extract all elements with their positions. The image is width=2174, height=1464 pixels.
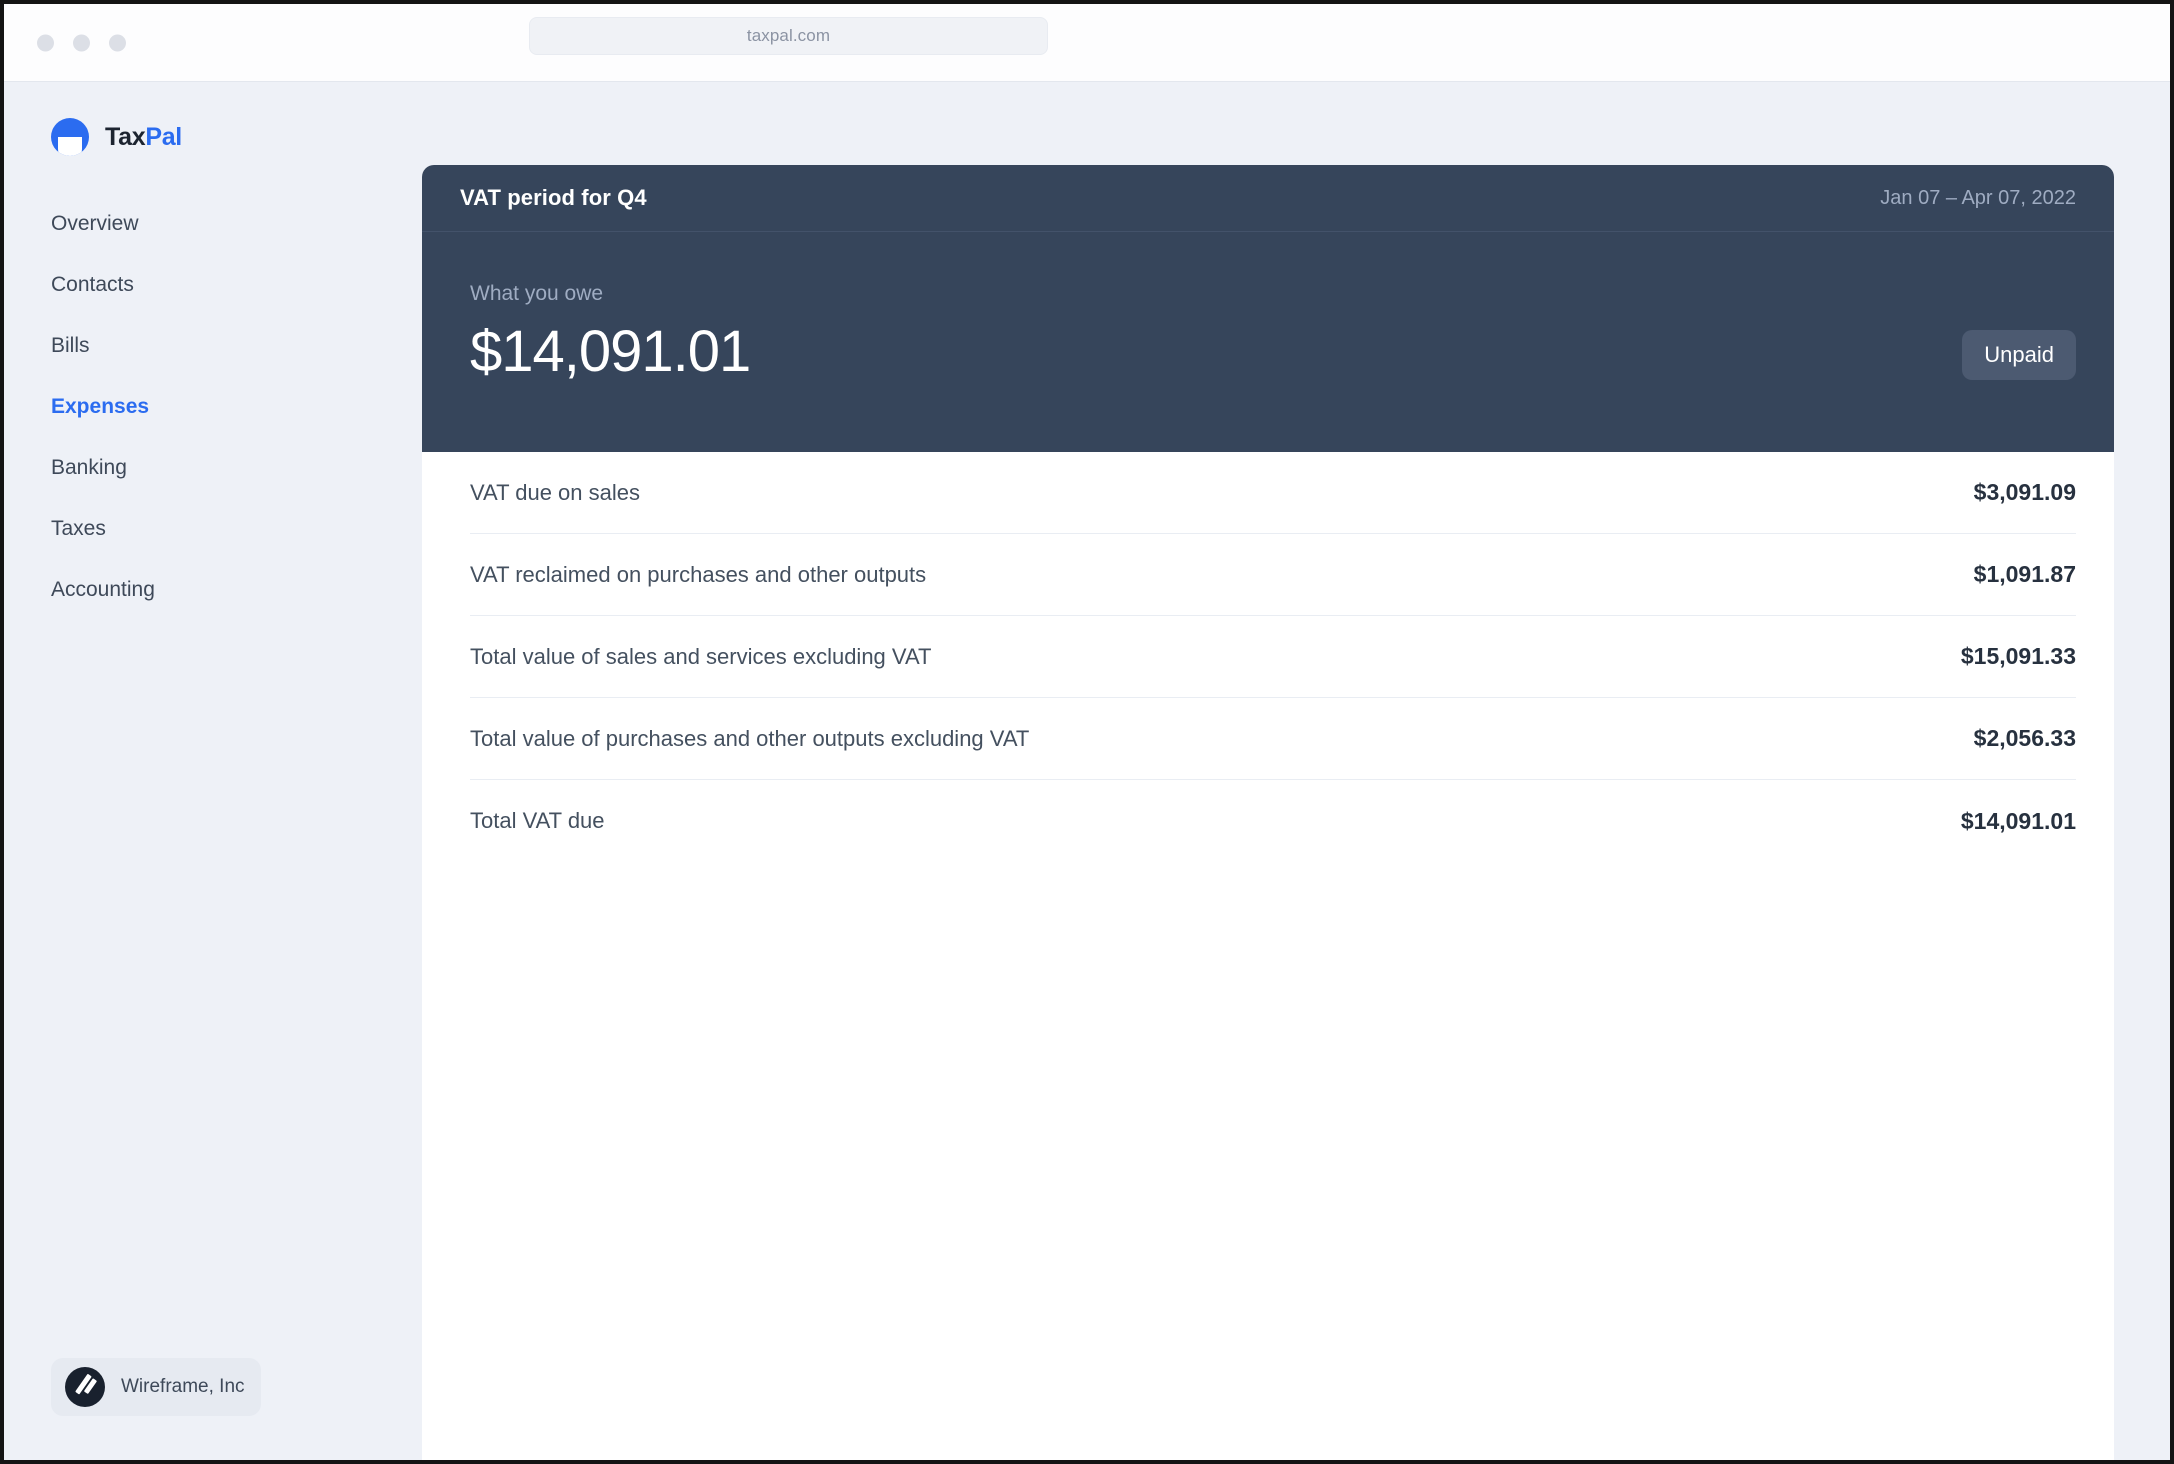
table-row: Total value of sales and services exclud… — [470, 616, 2076, 698]
sidebar-item-taxes[interactable]: Taxes — [51, 517, 106, 540]
table-row: VAT reclaimed on purchases and other out… — [470, 534, 2076, 616]
row-label: VAT due on sales — [470, 479, 640, 505]
amount-owed-value: $14,091.01 — [470, 319, 751, 384]
sidebar-item-expenses[interactable]: Expenses — [51, 395, 150, 418]
org-switcher[interactable]: Wireframe, Inc — [51, 1358, 261, 1416]
brand-name: TaxPal — [105, 123, 182, 152]
row-value: $1,091.87 — [1973, 561, 2076, 587]
sidebar-item-accounting[interactable]: Accounting — [51, 578, 155, 601]
row-label: Total VAT due — [470, 808, 605, 833]
minimize-dot-icon[interactable] — [73, 34, 90, 51]
taxpal-circle-logo-icon — [51, 118, 89, 156]
app-body: TaxPal Overview Contacts Bills Expenses … — [4, 82, 2170, 1460]
sidebar: TaxPal Overview Contacts Bills Expenses … — [4, 82, 422, 1460]
card-dark-section: VAT period for Q4 Jan 07 – Apr 07, 2022 … — [422, 165, 2114, 452]
sidebar-item-bills[interactable]: Bills — [51, 334, 90, 357]
vat-breakdown-list: VAT due on sales $3,091.09 VAT reclaimed… — [422, 452, 2114, 862]
sidebar-item-overview[interactable]: Overview — [51, 212, 139, 235]
sidebar-item-contacts[interactable]: Contacts — [51, 273, 134, 296]
table-row: Total value of purchases and other outpu… — [470, 698, 2076, 780]
org-name-label: Wireframe, Inc — [121, 1376, 245, 1397]
browser-chrome: taxpal.com — [4, 4, 2170, 82]
brand-name-part2: Pal — [145, 122, 182, 151]
sidebar-nav: Overview Contacts Bills Expenses Banking… — [51, 203, 331, 630]
card-header: VAT period for Q4 Jan 07 – Apr 07, 2022 — [422, 165, 2114, 232]
table-row: VAT due on sales $3,091.09 — [470, 452, 2076, 534]
row-label: Total value of sales and services exclud… — [470, 643, 932, 669]
close-dot-icon[interactable] — [37, 34, 54, 51]
maximize-dot-icon[interactable] — [109, 34, 126, 51]
brand-logo[interactable]: TaxPal — [51, 118, 182, 156]
address-bar-text: taxpal.com — [746, 26, 831, 45]
address-bar[interactable]: taxpal.com — [529, 17, 1048, 55]
amount-owed-block: What you owe $14,091.01 Unpaid — [422, 232, 2114, 452]
brand-name-part1: Tax — [105, 122, 146, 151]
row-label: VAT reclaimed on purchases and other out… — [470, 561, 927, 587]
card-title: VAT period for Q4 — [460, 185, 647, 210]
row-label: Total value of purchases and other outpu… — [470, 725, 1030, 751]
card-date-range: Jan 07 – Apr 07, 2022 — [1880, 186, 2076, 209]
status-badge[interactable]: Unpaid — [1962, 330, 2076, 380]
sidebar-item-banking[interactable]: Banking — [51, 456, 127, 479]
amount-owed-label: What you owe — [470, 282, 604, 305]
vat-summary-card: VAT period for Q4 Jan 07 – Apr 07, 2022 … — [422, 165, 2114, 1460]
table-row: Total VAT due $14,091.01 — [470, 780, 2076, 862]
wireframe-slashes-avatar-icon — [65, 1367, 105, 1407]
row-value: $15,091.33 — [1960, 643, 2076, 669]
row-value: $14,091.01 — [1960, 807, 2076, 834]
traffic-light-buttons — [37, 34, 126, 51]
row-value: $3,091.09 — [1973, 479, 2076, 505]
row-value: $2,056.33 — [1973, 725, 2076, 751]
